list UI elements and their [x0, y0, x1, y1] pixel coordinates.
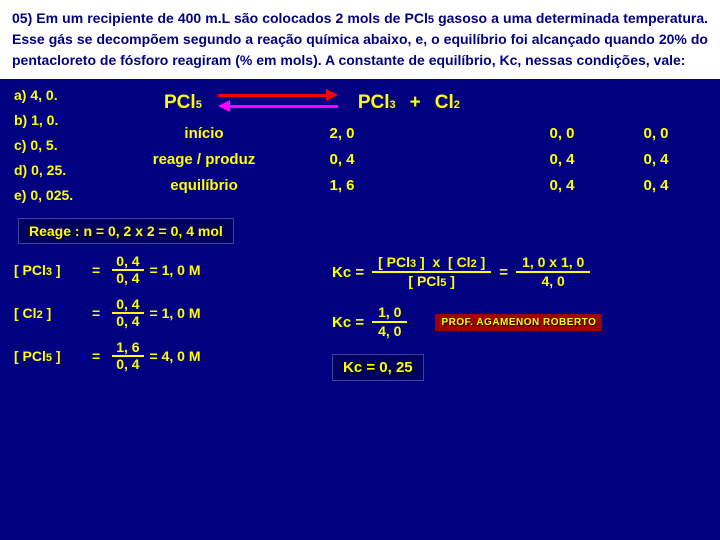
ice-row-eq: equilíbrio 1, 6 0, 4 0, 4 — [129, 177, 706, 194]
option-a: a) 4, 0. — [14, 87, 129, 103]
conc-pcl3: [ PCl3 ] = 0, 40, 4 = 1, 0 M — [14, 254, 314, 287]
option-e: e) 0, 025. — [14, 187, 129, 203]
question-header: 05) Em um recipiente de 400 m.L são colo… — [0, 0, 720, 79]
options-list: a) 4, 0. b) 1, 0. c) 0, 5. d) 0, 25. e) … — [14, 87, 129, 212]
kc-answer: Kc = 0, 25 — [332, 354, 424, 381]
ice-row-reage: reage / produz 0, 4 0, 4 0, 4 — [129, 151, 706, 168]
reage-statement: Reage : n = 0, 2 x 2 = 0, 4 mol — [18, 218, 234, 244]
equilibrium-arrows-icon — [210, 91, 350, 115]
option-b: b) 1, 0. — [14, 112, 129, 128]
concentration-calcs: [ PCl3 ] = 0, 40, 4 = 1, 0 M [ Cl2 ] = 0… — [14, 254, 314, 382]
conc-cl2: [ Cl2 ] = 0, 40, 4 = 1, 0 M — [14, 297, 314, 330]
conc-pcl5: [ PCl5 ] = 1, 60, 4 = 4, 0 M — [14, 340, 314, 373]
ice-row-inicio: início 2, 0 0, 0 0, 0 — [129, 125, 706, 142]
option-c: c) 0, 5. — [14, 137, 129, 153]
kc-expression: Kc = [ PCl3 ] x [ Cl2 ] [ PCl5 ] = 1, 0 … — [332, 254, 706, 290]
kc-numeric: Kc = 1, 0 4, 0 PROF. AGAMENON ROBERTO — [332, 304, 706, 340]
reaction-equation: PCl5 PCl3 + Cl2 — [164, 87, 706, 119]
professor-credit: PROF. AGAMENON ROBERTO — [435, 314, 602, 331]
option-d: d) 0, 25. — [14, 162, 129, 178]
kc-calculation: Kc = [ PCl3 ] x [ Cl2 ] [ PCl5 ] = 1, 0 … — [314, 254, 706, 382]
